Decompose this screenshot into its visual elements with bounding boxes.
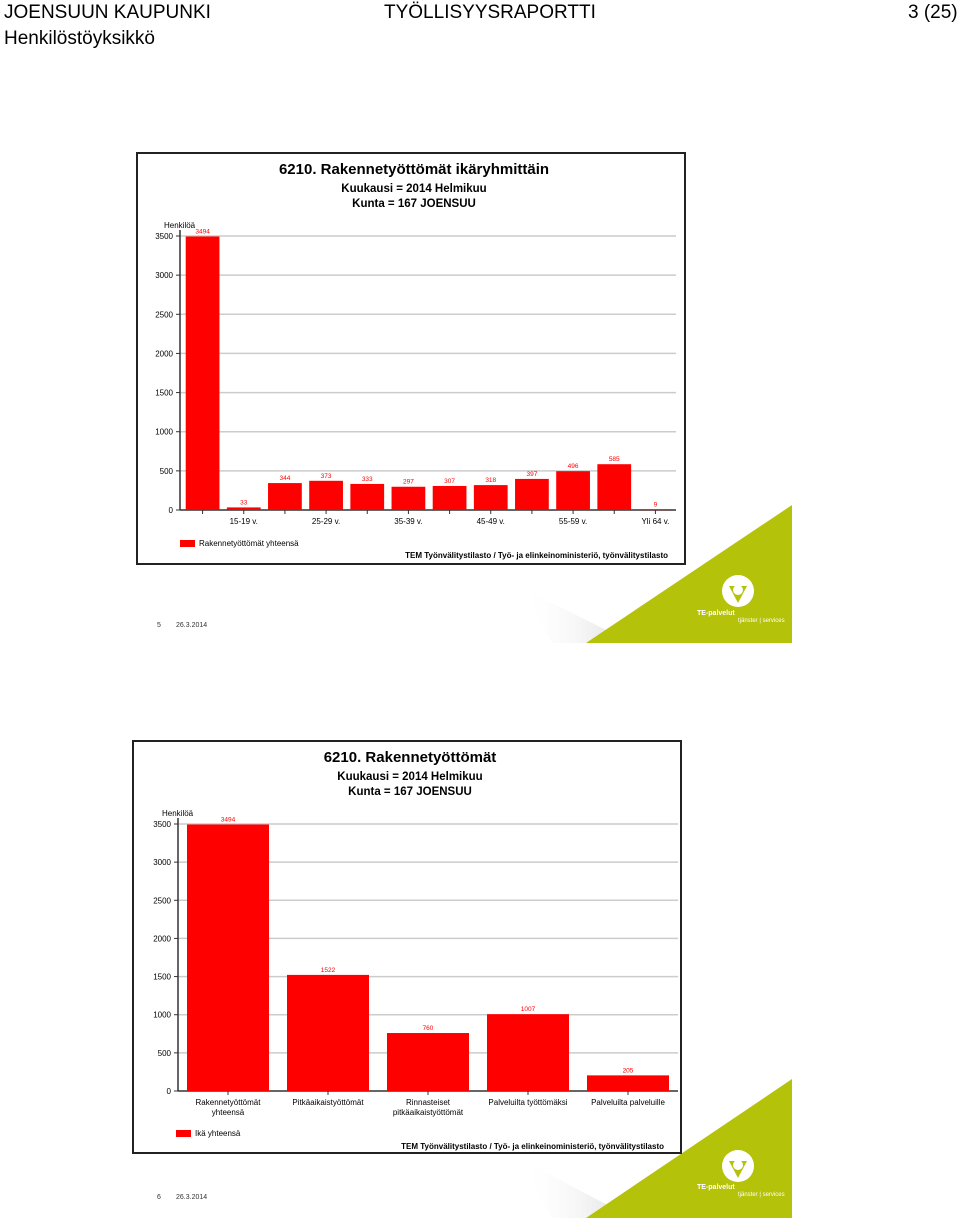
chart-subtitle-month: Kuukausi = 2014 Helmikuu [337,771,482,783]
x-tick-label: Pitkäaikaistyöttömät [292,1098,364,1107]
slide-1: 6210. Rakennetyöttömät ikäryhmittäin Kuuk… [132,148,792,643]
green-triangle [586,505,792,643]
chart-subtitle-municipality: Kunta = 167 JOENSUU [348,786,472,798]
chart-title: 6210. Rakennetyöttömät ikäryhmittäin [279,161,549,178]
x-tick-label: Rinnasteiset [406,1098,451,1107]
department-name: Henkilöstöyksikkö [4,28,155,49]
page-number: 3 (25) [908,2,958,23]
slide-date: 26.3.2014 [176,622,208,629]
x-tick-label: 55-59 v. [559,517,587,526]
chart-source: TEM Työnvälitystilasto / Työ- ja elinkei… [401,1142,664,1151]
x-tick-label: Yli 64 v. [641,517,669,526]
y-tick-label: 1500 [153,973,171,982]
bar-value-label: 205 [623,1067,634,1074]
bar [226,507,261,510]
y-tick-label: 1000 [153,1011,171,1020]
gray-swoosh [522,1160,632,1218]
y-tick-label: 2000 [155,349,173,358]
y-tick-label: 3500 [153,820,171,829]
bar [268,483,302,510]
slide-page-number: 6 [157,1194,161,1201]
chart-structural-unemployed: 6210. Rakennetyöttömät Kuukausi = 2014 He… [153,749,678,1151]
y-tick-label: 3000 [153,858,171,867]
bar-value-label: 373 [321,473,332,480]
bar-value-label: 307 [444,478,455,485]
bar [487,1014,569,1091]
slide-page-number: 5 [157,622,161,629]
x-tick-label: 15-19 v. [230,517,258,526]
y-tick-label: 3500 [155,232,173,241]
chart-subtitle-month: Kuukausi = 2014 Helmikuu [341,183,486,195]
slide-2: 6210. Rakennetyöttömät Kuukausi = 2014 He… [128,736,792,1218]
report-title: TYÖLLISYYSRAPORTTI [384,2,596,23]
bar-value-label: 9 [654,501,658,508]
bar-value-label: 297 [403,479,414,486]
chart-frame: 6210. Rakennetyöttömät ikäryhmittäin Kuuk… [136,152,686,565]
x-tick-label: Palveluilta työttömäksi [488,1098,567,1107]
bar [387,1033,469,1091]
y-tick-label: 1000 [155,428,173,437]
bar-value-label: 333 [362,476,373,483]
x-tick-label: Rakennetyöttömät [196,1098,262,1107]
chart-subtitle-municipality: Kunta = 167 JOENSUU [352,198,476,210]
chart-frame: 6210. Rakennetyöttömät Kuukausi = 2014 He… [132,740,682,1154]
bar [309,480,343,510]
bar-value-label: 397 [526,471,537,478]
bar [515,478,549,510]
y-axis-label: Henkilöä [164,221,196,230]
bar [391,486,426,510]
x-tick-label: 45-49 v. [477,517,505,526]
bar [287,974,369,1091]
bar [432,485,467,510]
slide-date: 26.3.2014 [176,1194,208,1201]
y-axis-label: Henkilöä [162,809,194,818]
bar [187,824,269,1091]
legend-swatch [176,1130,191,1137]
bar [556,471,590,510]
x-tick-label: 25-29 v. [312,517,340,526]
y-tick-label: 1500 [155,389,173,398]
bar [587,1075,669,1091]
x-tick-label: pitkäaikaistyöttömät [393,1108,464,1117]
y-tick-label: 0 [167,1087,172,1096]
bar [473,485,508,510]
bar-value-label: 760 [423,1025,434,1032]
x-tick-label: Palveluilta palveluille [591,1098,665,1107]
bar-value-label: 3494 [221,816,236,823]
bar [638,509,673,511]
bar-value-label: 344 [279,475,290,482]
legend-label: Ikä yhteensä [195,1129,241,1138]
legend-label: Rakennetyöttömät yhteensä [199,539,299,548]
organization-name: JOENSUUN KAUPUNKI [4,2,211,23]
bar [350,483,385,510]
bar-value-label: 585 [609,456,620,463]
bar-value-label: 3494 [195,228,210,235]
slide-decoration [522,505,792,643]
bar [597,464,632,510]
chart-age-groups: 6210. Rakennetyöttömät ikäryhmittäin Kuuk… [155,161,676,560]
bar-value-label: 1007 [521,1006,536,1013]
bar [185,236,220,510]
bar-value-label: 496 [568,463,579,470]
chart-title: 6210. Rakennetyöttömät [324,749,497,766]
gray-swoosh [522,588,632,643]
bar-value-label: 1522 [321,967,336,974]
x-tick-label: yhteensä [212,1108,245,1117]
y-tick-label: 0 [169,506,174,515]
y-tick-label: 2500 [153,896,171,905]
legend-swatch [180,540,195,547]
x-tick-label: 35-39 v. [394,517,422,526]
green-triangle [586,1079,792,1218]
y-tick-label: 500 [160,467,174,476]
bar-value-label: 33 [240,499,248,506]
y-tick-label: 500 [158,1049,172,1058]
chart-source: TEM Työnvälitystilasto / Työ- ja elinkei… [405,551,668,560]
bar-value-label: 318 [485,477,496,484]
slide-decoration [522,1079,792,1218]
y-tick-label: 3000 [155,271,173,280]
y-tick-label: 2000 [153,934,171,943]
y-tick-label: 2500 [155,310,173,319]
